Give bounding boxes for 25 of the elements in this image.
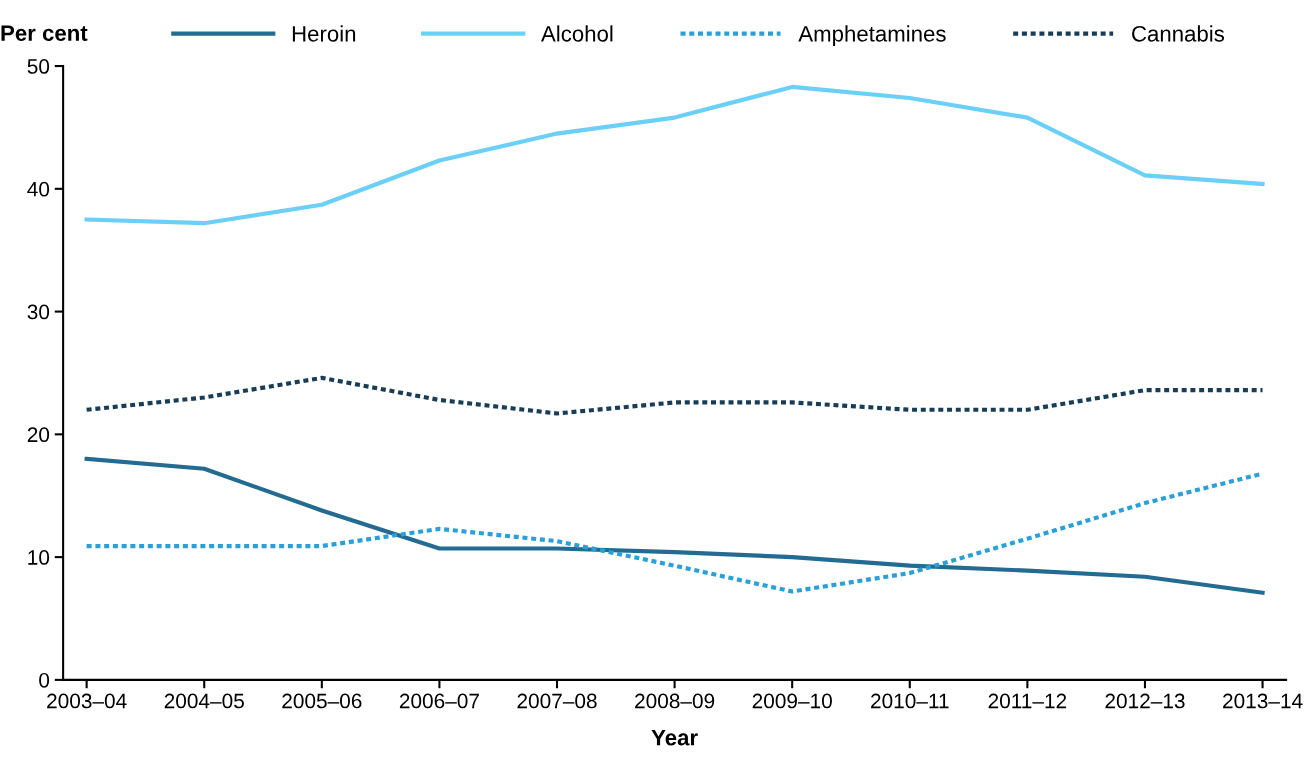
x-tick-label: 2013–14	[1223, 693, 1303, 709]
x-tick-label: 2008–09	[635, 693, 715, 709]
x-tick-label: 2012–13	[1105, 693, 1185, 709]
y-tick-label: 20	[27, 427, 50, 443]
x-tick-label: 2010–11	[871, 693, 949, 709]
y-tick-label: 30	[27, 304, 50, 320]
y-tick-label: 50	[27, 59, 50, 74]
legend-label: Heroin	[292, 25, 356, 42]
x-tick-label: 2009–10	[752, 693, 832, 709]
line-series	[84, 375, 1265, 416]
x-tick-label: 2005–06	[282, 693, 362, 709]
x-tick-label: 2007–08	[517, 693, 597, 709]
x-tick-label: 2003–04	[47, 693, 127, 709]
y-tick-label: 10	[28, 550, 50, 565]
y-axis-title: Per cent	[1, 25, 88, 41]
y-tick-label: 0	[39, 672, 50, 688]
y-tick-label: 40	[27, 181, 50, 197]
x-axis-title: Year	[651, 729, 698, 746]
x-tick-label: 2004–05	[164, 693, 244, 709]
x-tick-label: 2011–12	[988, 693, 1067, 709]
line-series	[84, 84, 1265, 226]
x-tick-label: 2006–07	[399, 693, 479, 709]
legend-label: Alcohol	[541, 25, 613, 42]
legend-label: Amphetamines	[798, 25, 946, 47]
legend-label: Cannabis	[1132, 25, 1225, 42]
